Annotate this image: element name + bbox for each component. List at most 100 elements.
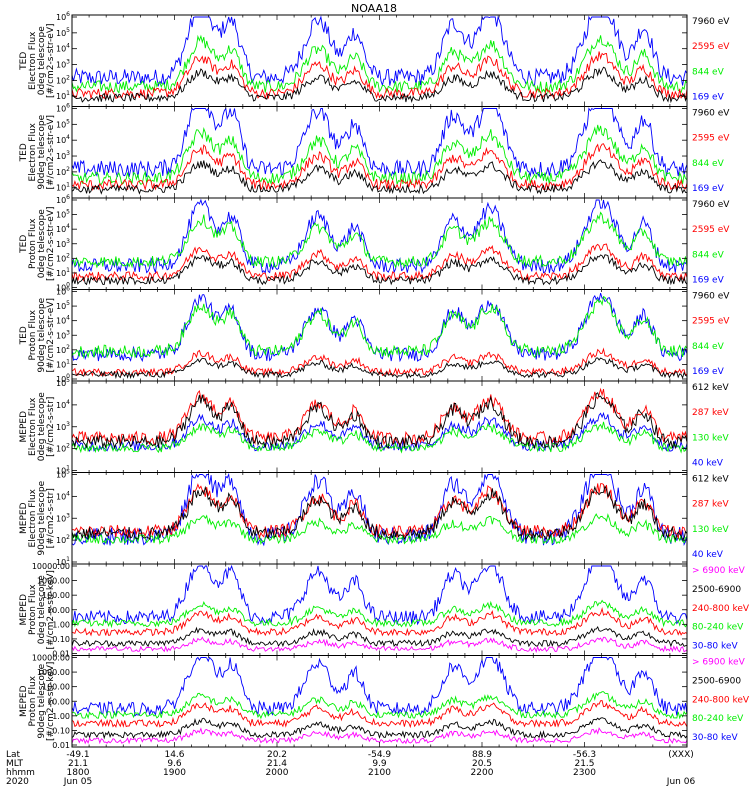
x-row-label: Lat (6, 750, 21, 760)
series-line-844-ev (71, 124, 688, 186)
x-tick-label: (XXX) (668, 750, 694, 760)
x-tick-label: 21.1 (68, 759, 88, 769)
y-tick-label: 1000.00 (37, 668, 70, 677)
legend-entry: 612 keV (692, 475, 729, 485)
y-tick-label: 105 (56, 209, 70, 220)
panel-frame (71, 380, 688, 473)
series-line-7960-ev (71, 159, 687, 195)
y-axis-label: TEDElectron Flux0deg telescope[#/cm2-s-s… (19, 23, 56, 98)
legend-entry: 844 eV (692, 342, 725, 352)
y-tick-label: 102 (56, 74, 70, 85)
y-tick-label: 0.10 (52, 726, 70, 735)
y-tick-label: 102 (56, 443, 70, 454)
series-line-844-ev (71, 211, 688, 269)
y-tick-label: 103 (56, 329, 70, 340)
series-line-240-800-kev (71, 700, 688, 729)
x-tick-label: -56.3 (573, 750, 596, 760)
x-tick-label: 2000 (266, 768, 289, 778)
x-tick-label: 2100 (368, 768, 391, 778)
series-line-844-ev (71, 295, 688, 359)
chart-title: NOAA18 (351, 2, 397, 15)
y-tick-label: 104 (56, 223, 70, 234)
y-axis-label: TEDElectron Flux90deg telescope[#/cm2-s-… (19, 114, 56, 189)
series-line-169-ev (71, 107, 688, 178)
legend-entry: 80-240 keV (692, 714, 744, 724)
y-tick-label: 103 (56, 150, 70, 161)
y-tick-label: 106 (56, 11, 70, 22)
legend-entry: 30-80 keV (692, 642, 738, 652)
x-tick-label: 20.5 (472, 759, 492, 769)
x-tick-label: 1800 (67, 768, 90, 778)
y-tick-label: 0.10 (52, 635, 70, 644)
series-line-287-kev (71, 483, 688, 540)
x-tick-label: 88.9 (472, 750, 492, 760)
y-tick-label: 103 (56, 512, 70, 523)
series-line--6900-kev (71, 636, 688, 653)
y-axis-label: MEPEDElectron Flux90deg telescope[#/cm2-… (19, 480, 56, 555)
legend-entry: 844 eV (692, 67, 725, 77)
y-tick-label: 10000.00 (32, 562, 70, 571)
y-tick-label: 101 (56, 465, 70, 476)
legend-entry: > 6900 keV (692, 658, 746, 668)
y-tick-label: 105 (56, 27, 70, 38)
legend-entry: 2595 eV (692, 225, 730, 235)
y-tick-label: 10000.00 (32, 654, 70, 663)
series-line-30-80-kev (71, 656, 688, 717)
series-line--6900-kev (71, 727, 688, 745)
panel-7: 0.01 0.10 1.00 10.00 100.00 1000.00 10000.00ME… (19, 562, 750, 659)
legend-entry: 2500-6900 (692, 585, 741, 595)
x-tick-label: 1900 (163, 768, 186, 778)
y-tick-label: 101 (56, 182, 70, 193)
x-row-label: 2020 (6, 777, 29, 787)
y-axis-label: MEPEDProton Flux0deg telescope[#/cm2-s-s… (19, 570, 56, 649)
panel-8: 0.01 0.10 1.00 10.00 100.00 1000.00 10000.00ME… (19, 654, 750, 751)
legend-entry: 130 keV (692, 525, 729, 535)
y-tick-label: 10.00 (47, 606, 70, 615)
legend-entry: 287 keV (692, 408, 729, 418)
x-row-label: MLT (6, 759, 24, 769)
y-tick-label: 101 (56, 358, 70, 369)
y-tick-label: 1000.00 (37, 577, 70, 586)
series-line-612-kev (71, 392, 688, 450)
series-line-7960-ev (71, 357, 688, 380)
y-tick-label: 101 (56, 267, 70, 278)
x-tick-label: Jun 05 (63, 777, 92, 787)
x-tick-label: 2300 (573, 768, 596, 778)
y-tick-label: 104 (56, 399, 70, 410)
legend-entry: 844 eV (692, 159, 725, 169)
x-tick-label: -54.9 (368, 750, 392, 760)
y-tick-label: 104 (56, 490, 70, 501)
x-tick-label: 21.5 (574, 759, 594, 769)
y-tick-label: 103 (56, 238, 70, 249)
y-tick-label: 105 (56, 300, 70, 311)
series-line-844-ev (71, 34, 688, 95)
y-tick-label: 104 (56, 315, 70, 326)
y-tick-label: 103 (56, 59, 70, 70)
series-line-287-kev (71, 387, 688, 446)
legend-entry: 240-800 keV (692, 604, 750, 614)
series-line-240-800-kev (71, 606, 688, 637)
y-tick-label: 105 (56, 118, 70, 129)
y-tick-label: 103 (56, 421, 70, 432)
series-line-2500-6900 (71, 626, 688, 648)
legend-entry: 80-240 keV (692, 623, 744, 633)
y-tick-label: 106 (56, 103, 70, 114)
y-tick-label: 104 (56, 134, 70, 145)
legend-entry: 7960 eV (692, 200, 730, 210)
y-tick-label: 0.01 (52, 741, 70, 750)
x-tick-label: 2200 (471, 768, 494, 778)
series-line-2595-ev (71, 347, 688, 377)
y-tick-label: 102 (56, 252, 70, 263)
legend-entry: 130 keV (692, 433, 729, 443)
y-tick-label: 100 (56, 373, 70, 384)
y-axis-label: TEDProton Flux90deg telescope[#/cm2-s-st… (19, 297, 56, 372)
series-line-2595-ev (71, 51, 688, 100)
legend-entry: 612 keV (692, 383, 729, 393)
